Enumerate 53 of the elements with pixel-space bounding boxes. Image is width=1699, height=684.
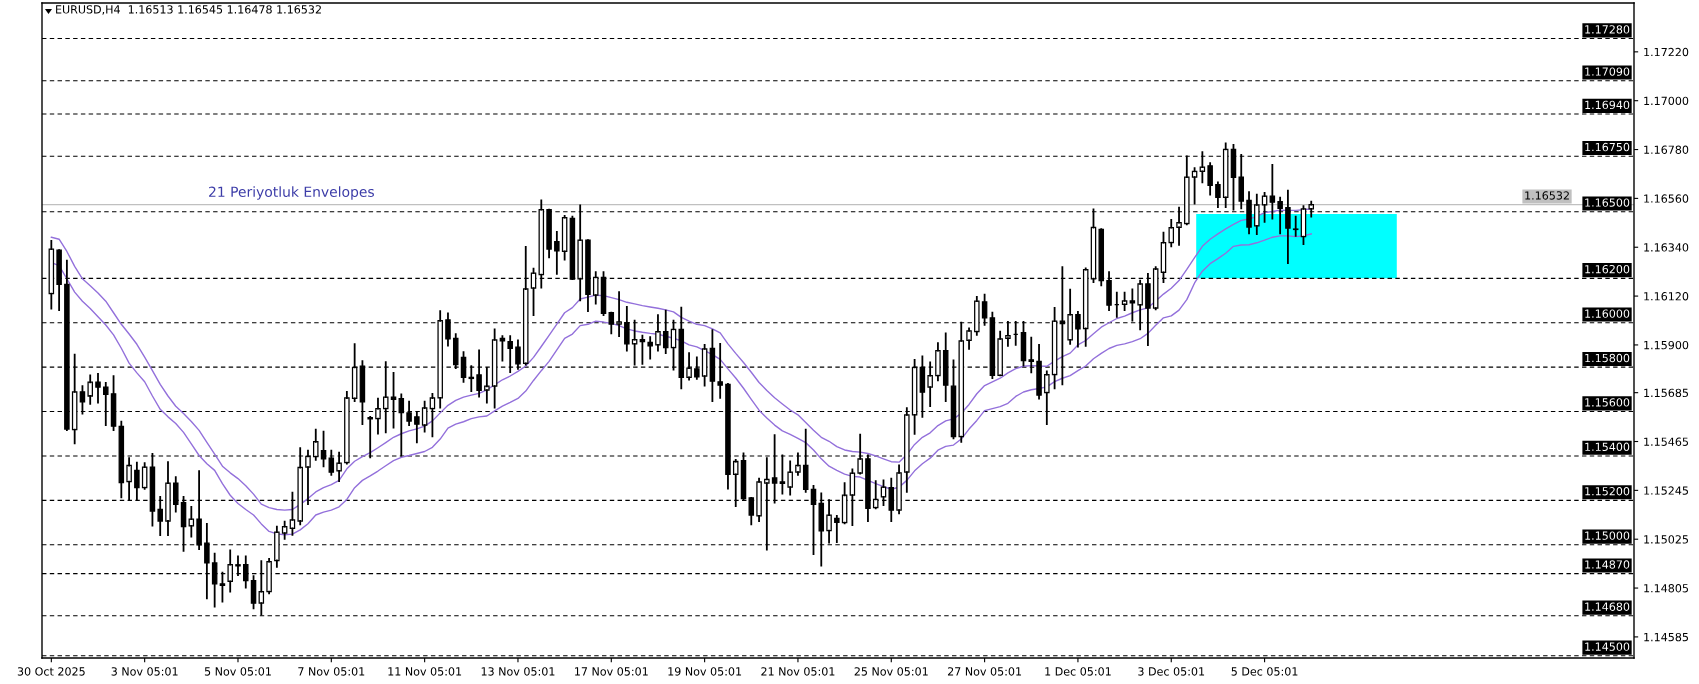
chart-title: EURUSD,H4 1.16513 1.16545 1.16478 1.16532 <box>56 5 321 15</box>
candlestick <box>95 373 101 404</box>
ref-line-label: 1.15600 <box>1585 398 1630 407</box>
ref-line-label: 1.16750 <box>1585 142 1630 152</box>
ref-line-label: 1.16532 <box>1525 191 1569 200</box>
ref-line-label: 1.15200 <box>1585 487 1630 496</box>
ref-line-label: 1.16000 <box>1585 309 1630 318</box>
y-tick-label: 1.14585 <box>1644 632 1688 642</box>
candlestick <box>1215 181 1221 208</box>
x-tick-label: 3 Nov 05:01 <box>111 667 178 676</box>
ref-line-label: 1.15000 <box>1585 531 1630 540</box>
y-tick-label: 1.15025 <box>1644 535 1688 544</box>
candlestick <box>966 327 972 350</box>
ref-line-label: 1.15800 <box>1585 353 1630 363</box>
candlestick <box>87 374 93 405</box>
ref-line-label: 1.14680 <box>1585 602 1630 611</box>
x-tick-label: 19 Nov 05:01 <box>668 667 742 676</box>
x-tick-label: 21 Nov 05:01 <box>761 667 835 676</box>
candlestick <box>1168 219 1175 248</box>
y-tick-label: 1.15245 <box>1644 486 1688 495</box>
x-tick-label: 17 Nov 05:01 <box>575 667 648 676</box>
ref-line-label: 1.14500 <box>1585 642 1630 651</box>
ref-line-label: 1.16940 <box>1585 100 1630 110</box>
ref-line-label: 1.17280 <box>1585 25 1630 34</box>
ref-line-label: 1.16200 <box>1585 264 1630 274</box>
y-tick-label: 1.15900 <box>1644 340 1689 350</box>
candlestick <box>787 460 793 496</box>
y-tick-label: 1.16560 <box>1644 194 1689 203</box>
x-tick-label: 13 Nov 05:01 <box>481 667 555 676</box>
candlestick <box>1207 162 1213 196</box>
y-tick-label: 1.14805 <box>1644 584 1688 593</box>
x-tick-label: 27 Nov 05:01 <box>947 667 1022 676</box>
y-tick-label: 1.16340 <box>1644 243 1689 252</box>
y-tick-label: 1.17220 <box>1644 47 1689 57</box>
x-tick-label: 3 Dec 05:01 <box>1138 667 1205 676</box>
x-tick-label: 11 Nov 05:01 <box>388 667 462 676</box>
ref-line-label: 1.14870 <box>1585 560 1630 569</box>
y-tick-label: 1.17000 <box>1644 96 1689 106</box>
ref-line-label: 1.17090 <box>1585 67 1630 76</box>
x-tick-label: 5 Nov 05:01 <box>204 667 271 676</box>
x-tick-label: 7 Nov 05:01 <box>298 667 365 676</box>
x-tick-label: 5 Dec 05:01 <box>1231 667 1298 676</box>
candlestick <box>554 231 560 275</box>
y-tick-label: 1.15465 <box>1644 437 1688 446</box>
y-tick-label: 1.16780 <box>1644 145 1689 154</box>
x-tick-label: 25 Nov 05:01 <box>854 667 928 676</box>
x-tick-label: 30 Oct 2025 <box>17 667 85 676</box>
y-tick-label: 1.15685 <box>1644 388 1688 398</box>
ref-line-label: 1.16500 <box>1585 198 1630 207</box>
x-tick-label: 1 Dec 05:01 <box>1045 667 1111 676</box>
ref-line-label: 1.15400 <box>1585 442 1630 452</box>
annotation: 21 Periyotluk Envelopes <box>209 186 374 200</box>
y-tick-label: 1.16120 <box>1644 292 1689 301</box>
